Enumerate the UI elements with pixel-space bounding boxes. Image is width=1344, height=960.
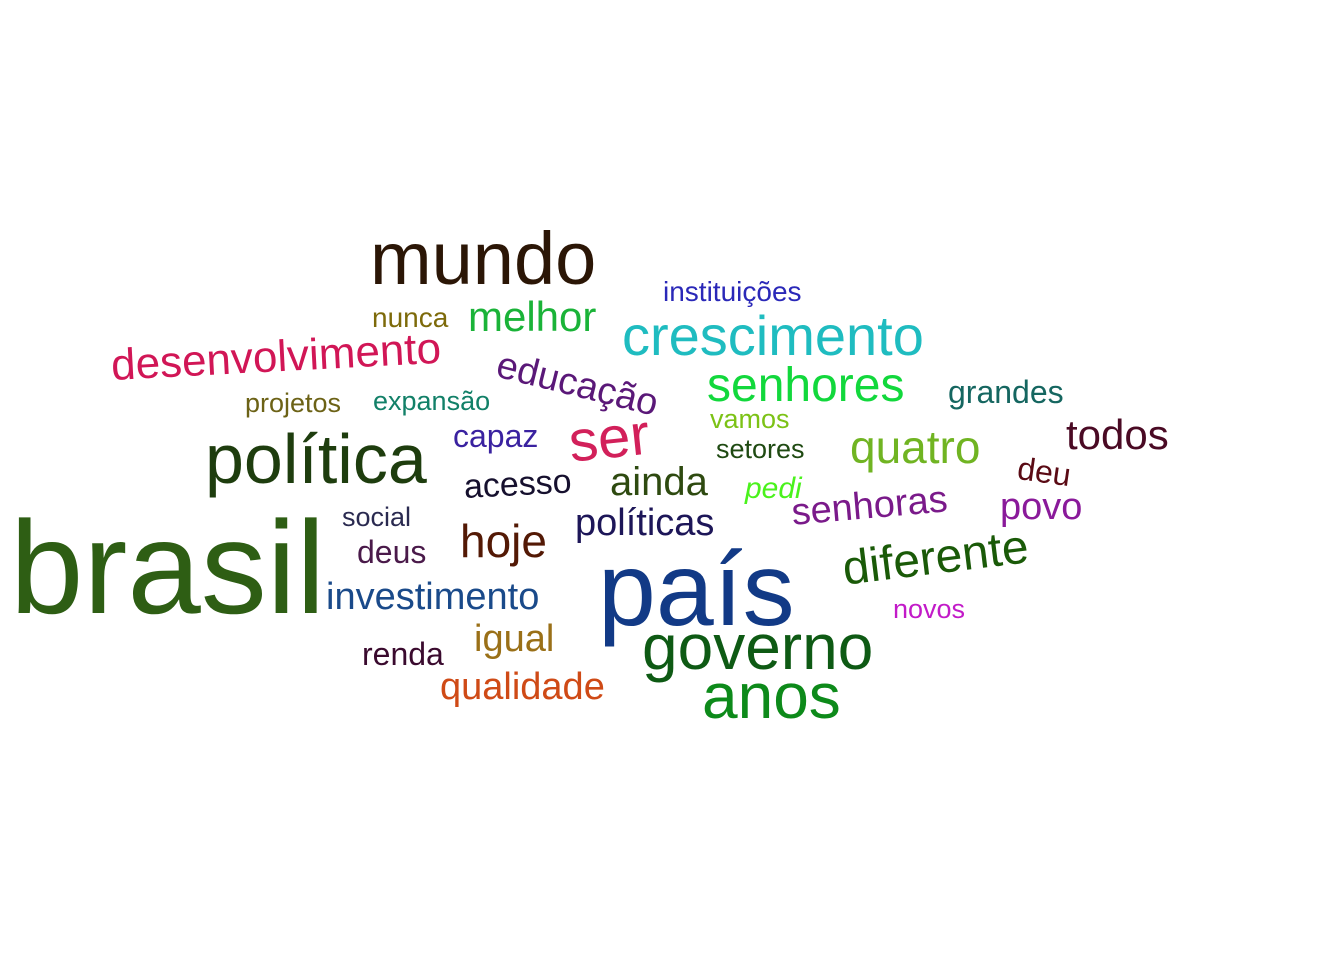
word-quatro: quatro	[850, 421, 981, 473]
word-grandes: grandes	[948, 374, 1064, 410]
word-politica: política	[205, 420, 427, 498]
word-desenvolvimento: desenvolvimento	[109, 323, 443, 390]
word-instituicoes: instituições	[663, 276, 802, 307]
word-hoje: hoje	[460, 515, 547, 567]
word-pedi: pedi	[745, 472, 802, 505]
word-igual: igual	[474, 618, 555, 660]
word-acesso: acesso	[462, 462, 573, 506]
word-social: social	[342, 502, 412, 532]
word-capaz: capaz	[453, 418, 539, 454]
word-qualidade: qualidade	[440, 666, 605, 708]
word-diferente: diferente	[839, 520, 1032, 596]
word-ainda: ainda	[610, 460, 708, 504]
word-expansao: expansão	[373, 386, 491, 416]
word-setores: setores	[716, 434, 805, 464]
word-todos: todos	[1066, 411, 1169, 458]
word-investimento: investimento	[326, 576, 540, 618]
word-renda: renda	[362, 636, 444, 672]
word-projetos: projetos	[245, 388, 342, 418]
word-pais: país	[598, 532, 795, 648]
word-brasil: brasil	[10, 494, 326, 641]
word-anos: anos	[702, 660, 841, 732]
word-crescimento: crescimento	[622, 304, 924, 367]
word-mundo: mundo	[370, 217, 597, 300]
word-governo: governo	[642, 611, 874, 683]
word-melhor: melhor	[468, 293, 597, 340]
word-novos: novos	[893, 594, 966, 624]
word-politicas: políticas	[575, 502, 715, 544]
word-vamos: vamos	[710, 404, 790, 434]
word-deu: deu	[1015, 450, 1074, 494]
word-senhoras: senhoras	[789, 478, 950, 534]
word-deus: deus	[357, 534, 427, 570]
word-povo: povo	[1000, 486, 1083, 528]
word-nunca: nunca	[372, 302, 449, 333]
word-senhores: senhores	[707, 359, 905, 412]
